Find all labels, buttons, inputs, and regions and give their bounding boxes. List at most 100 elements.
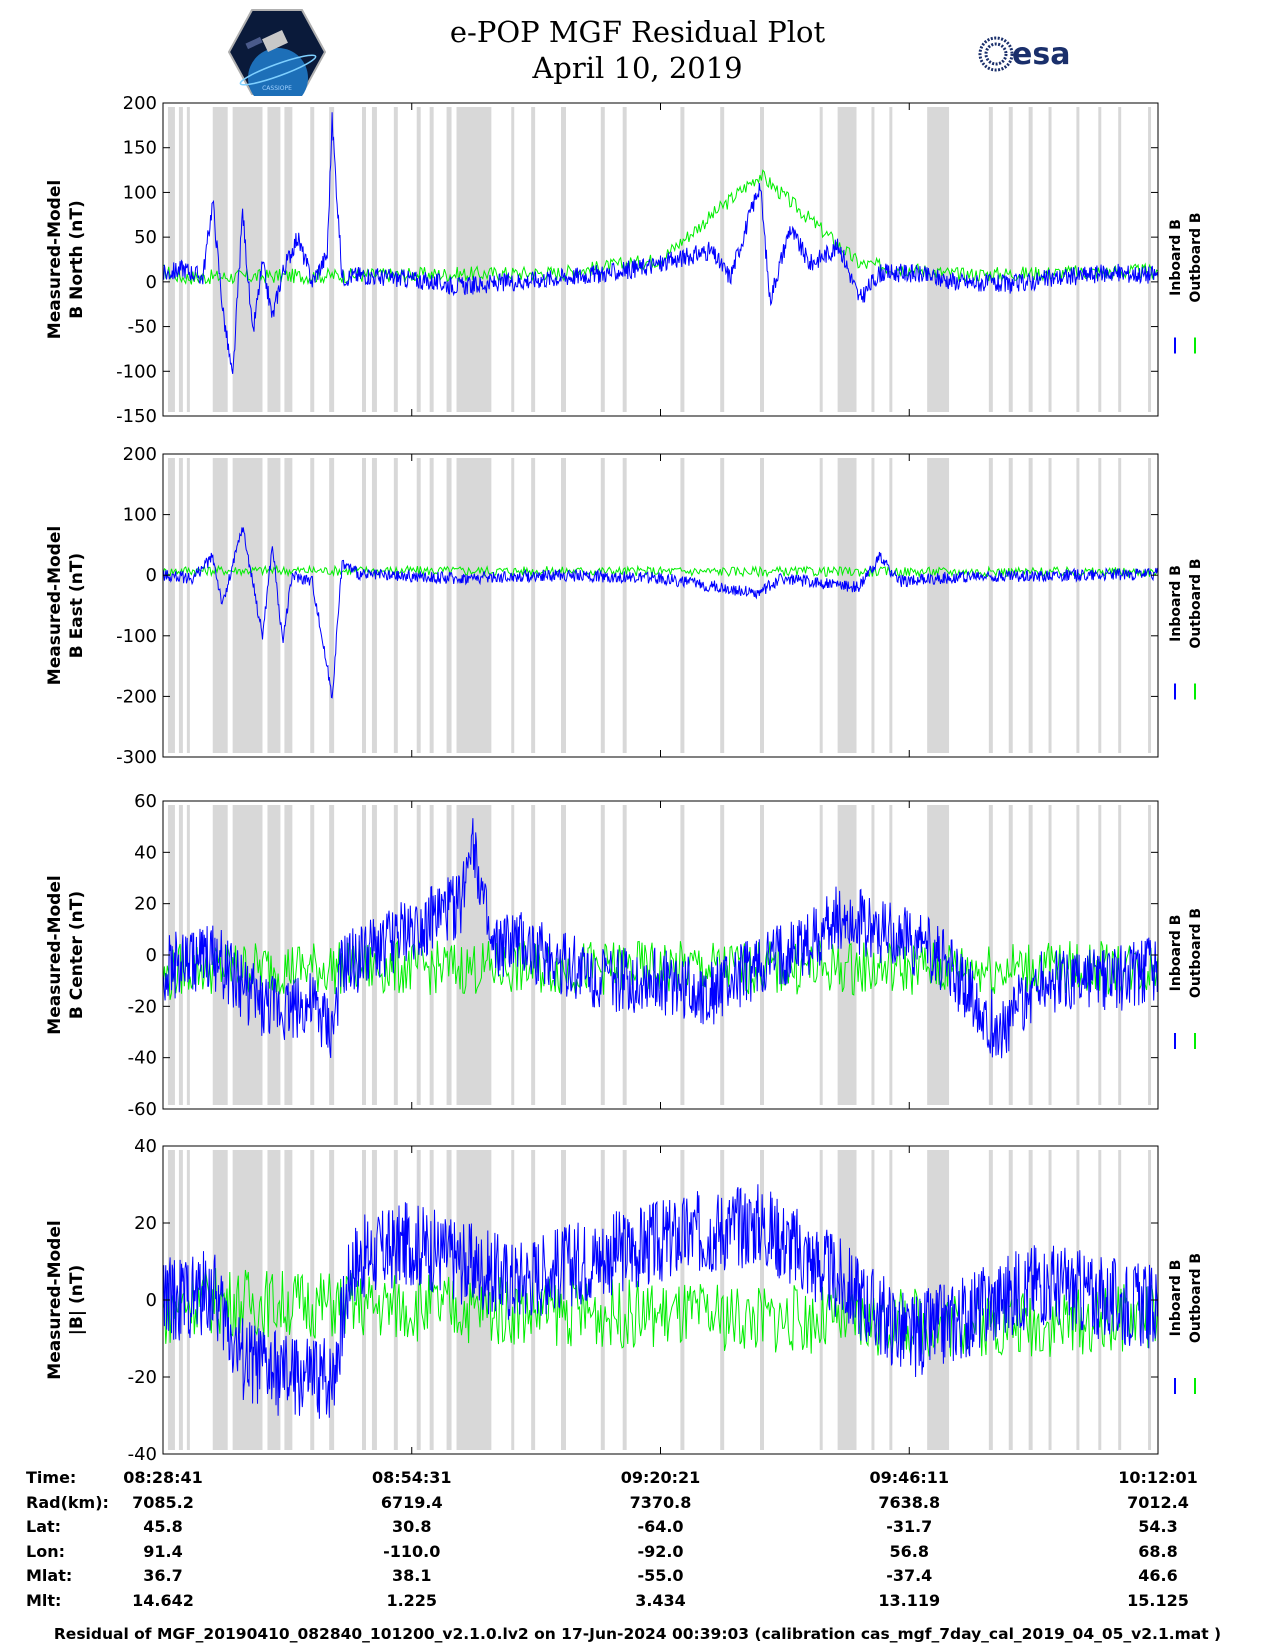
orbit-value: 56.8 bbox=[889, 1541, 929, 1561]
data-gap-band bbox=[511, 805, 515, 1105]
data-gap-band bbox=[600, 458, 605, 753]
data-gap-band bbox=[167, 458, 175, 753]
orbit-row-label: Mlt: bbox=[26, 1590, 62, 1610]
data-gap-band bbox=[329, 1150, 335, 1450]
data-gap-band bbox=[1048, 458, 1052, 753]
data-gap-band bbox=[416, 805, 421, 1105]
data-gap-band bbox=[446, 805, 452, 1105]
y-tick-label: -20 bbox=[128, 1367, 157, 1388]
y-tick-label: -100 bbox=[116, 361, 157, 382]
data-gap-band bbox=[531, 805, 536, 1105]
data-gap-band bbox=[837, 805, 857, 1105]
y-tick-label: 100 bbox=[123, 505, 157, 526]
y-tick-label: -50 bbox=[128, 317, 157, 338]
data-gap-band bbox=[988, 107, 993, 412]
data-gap-band bbox=[988, 805, 993, 1105]
orbit-value: 10:12:01 bbox=[1118, 1468, 1198, 1487]
data-gap-band bbox=[889, 458, 893, 753]
panel-3: -60 -40 -20 0 20 40 60 Measured-Model B Center (… bbox=[45, 791, 1204, 1120]
orbit-value: 13.119 bbox=[878, 1590, 941, 1610]
y-tick-label: -40 bbox=[128, 1444, 157, 1465]
data-gap-band bbox=[329, 107, 335, 412]
orbit-value: 14.642 bbox=[132, 1590, 194, 1610]
orbit-value: 15.125 bbox=[1127, 1590, 1189, 1610]
data-gap-band bbox=[167, 107, 175, 412]
data-gap-band bbox=[362, 1150, 366, 1450]
orbit-row-label: Lon: bbox=[26, 1541, 65, 1561]
data-gap-band bbox=[212, 1150, 228, 1450]
data-gap-band bbox=[680, 458, 685, 753]
data-gap-band bbox=[889, 1150, 893, 1450]
data-gap-band bbox=[393, 1150, 398, 1450]
orbit-value: 91.4 bbox=[143, 1541, 183, 1561]
data-gap-band bbox=[284, 107, 293, 412]
data-gap-band bbox=[561, 1150, 566, 1450]
orbit-value: 68.8 bbox=[1138, 1541, 1178, 1561]
data-gap-band bbox=[1118, 805, 1122, 1105]
orbit-value: 54.3 bbox=[1138, 1517, 1178, 1536]
orbit-value: 7012.4 bbox=[1127, 1492, 1189, 1512]
orbit-value: 3.434 bbox=[635, 1590, 686, 1610]
legend-outboard: Outboard B bbox=[1188, 212, 1204, 302]
orbit-value: 7370.8 bbox=[629, 1492, 692, 1512]
legend-inboard: Inboard B bbox=[1168, 565, 1184, 642]
orbit-row-label: Time: bbox=[26, 1468, 77, 1487]
data-gap-band bbox=[927, 458, 950, 753]
orbit-value: -110.0 bbox=[383, 1541, 441, 1561]
data-gap-band bbox=[819, 458, 823, 753]
data-gap-band bbox=[371, 458, 377, 753]
series-inboard-line bbox=[163, 527, 1158, 699]
data-gap-band bbox=[167, 805, 175, 1105]
y-tick-label: 60 bbox=[134, 791, 157, 812]
data-gap-band bbox=[446, 1150, 452, 1450]
orbit-value: 7638.8 bbox=[878, 1492, 941, 1512]
data-gap-band bbox=[416, 107, 421, 412]
data-gap-band bbox=[760, 1150, 764, 1450]
legend-outboard: Outboard B bbox=[1188, 558, 1204, 648]
y-tick-label: 0 bbox=[146, 1290, 157, 1311]
data-gap-band bbox=[362, 107, 366, 412]
y-axis-label: Measured-Model B Center (nT) bbox=[45, 875, 87, 1034]
y-tick-label: 20 bbox=[134, 894, 157, 915]
orbit-row-label: Mlat: bbox=[26, 1566, 73, 1585]
y-tick-label: 20 bbox=[134, 1213, 157, 1234]
y-axis-label: Measured-Model |B| (nT) bbox=[45, 1220, 87, 1379]
data-gap-band bbox=[1028, 458, 1033, 753]
orbit-value: 08:28:41 bbox=[123, 1468, 203, 1487]
data-gap-band bbox=[927, 107, 950, 412]
data-gap-band bbox=[186, 107, 190, 412]
data-gap-band bbox=[310, 107, 315, 412]
data-gap-band bbox=[760, 107, 764, 412]
data-gap-band bbox=[511, 107, 515, 412]
orbit-value: -55.0 bbox=[637, 1566, 684, 1585]
y-tick-label: 0 bbox=[146, 945, 157, 966]
data-gap-band bbox=[310, 458, 315, 753]
title-line-2: April 10, 2019 bbox=[532, 51, 743, 85]
orbit-value: 46.6 bbox=[1138, 1566, 1178, 1585]
data-gap-band bbox=[622, 107, 627, 412]
data-gap-band bbox=[1028, 107, 1033, 412]
series-inboard-line bbox=[163, 818, 1158, 1059]
data-gap-band bbox=[760, 805, 764, 1105]
data-gap-band bbox=[531, 107, 536, 412]
data-gap-band bbox=[871, 107, 875, 412]
chart-title: e-POP MGF Residual Plot April 10, 2019 bbox=[0, 14, 1275, 86]
orbit-info-table: Time: Rad(km): Lat: Lon: Mlat: Mlt: 08:28:41 70… bbox=[0, 1468, 1275, 1618]
y-tick-label: 200 bbox=[123, 444, 157, 465]
data-gap-band bbox=[561, 458, 566, 753]
data-gap-band bbox=[720, 458, 725, 753]
orbit-value: 09:46:11 bbox=[869, 1468, 950, 1487]
data-gap-band bbox=[680, 1150, 685, 1450]
y-axis-label: Measured-Model B North (nT) bbox=[45, 180, 87, 339]
data-gap-band bbox=[310, 1150, 315, 1450]
orbit-value: -92.0 bbox=[637, 1541, 684, 1561]
data-gap-band bbox=[1076, 805, 1080, 1105]
data-gap-band bbox=[600, 107, 605, 412]
panel-2: -300 -200 -100 0 100 200 Measured-Model B East … bbox=[45, 444, 1204, 768]
y-tick-label: 100 bbox=[123, 182, 157, 203]
data-gap-band bbox=[511, 458, 515, 753]
data-gap-band bbox=[267, 805, 281, 1105]
orbit-value: -37.4 bbox=[886, 1566, 933, 1585]
data-gap-band bbox=[1008, 107, 1013, 412]
